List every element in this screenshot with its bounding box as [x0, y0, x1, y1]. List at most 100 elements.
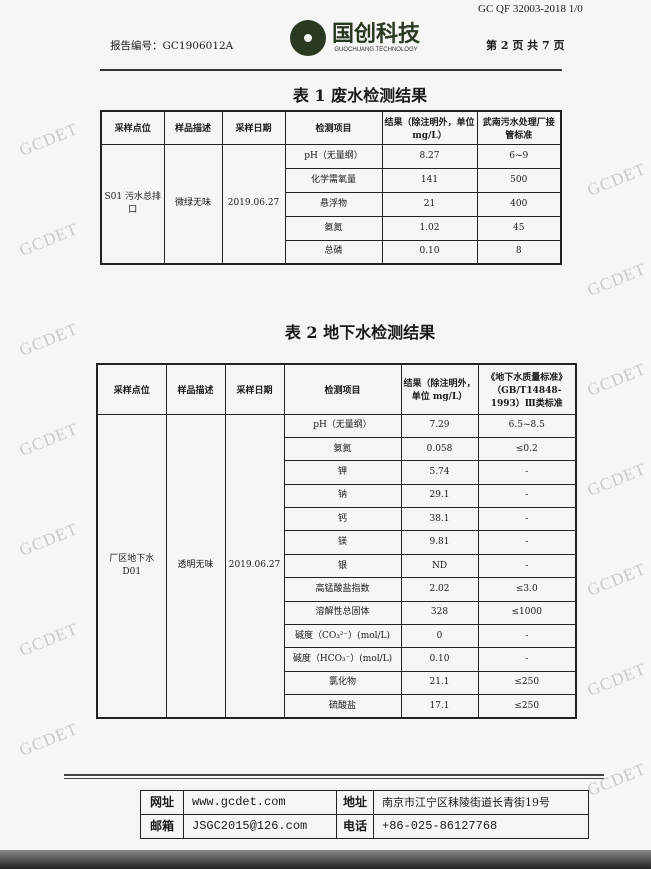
standard-limit: ≤3.0: [477, 577, 577, 602]
table-row: 钾 5.74-: [97, 460, 577, 485]
scan-edge: [0, 850, 651, 869]
test-item: 总磷: [284, 239, 383, 265]
test-item: 碱度（CO₃²⁻）(mol/L): [283, 624, 402, 649]
sample-description: 微绿无味: [163, 143, 223, 265]
email-link[interactable]: JSGC2015@126.com: [183, 814, 337, 839]
test-item: 氨氮: [283, 436, 402, 462]
result-value: 8.27: [381, 143, 478, 169]
groundwater-table: 采样点位 样品描述 采样日期 检测项目 结果（除注明外，单位 mg/L） 《地下…: [96, 363, 577, 720]
header-cell: 采样点位: [96, 363, 167, 415]
sample-site: 厂区地下水 D01: [96, 413, 167, 719]
sample-description: 透明无味: [165, 413, 226, 719]
table-row: 碱度（CO₃²⁻）(mol/L) 0-: [97, 624, 577, 649]
result-value: 17.1: [400, 694, 479, 719]
standard-limit: 45: [476, 215, 562, 241]
test-item: 溶解性总固体: [283, 600, 402, 626]
result-value: 2.02: [400, 577, 479, 602]
header-cell: 武南污水处理厂接管标准: [476, 110, 562, 145]
test-item: pH（无量纲）: [283, 413, 402, 438]
table-row: 溶解性总固体 328 ≤1000: [97, 600, 577, 626]
header-cell: 样品描述: [165, 363, 226, 415]
phone-value: +86-025-86127768: [373, 814, 589, 839]
wastewater-table: 采样点位 样品描述 采样日期 检测项目 结果（除注明外，单位 mg/L） 武南污…: [100, 110, 562, 265]
result-value: 0.058: [400, 436, 479, 462]
result-value: 21.1: [400, 670, 479, 696]
standard-limit: 400: [476, 191, 562, 217]
table-row: 总磷 0.10 8: [101, 239, 562, 265]
sample-date: 2019.06.27: [224, 413, 285, 719]
address-value: 南京市江宁区秣陵街道长青街19号: [373, 790, 589, 815]
watermark: GCDET: [16, 219, 81, 260]
result-value: 5.74: [400, 460, 479, 485]
test-item: 硫酸盐: [283, 694, 402, 719]
result-value: 0: [400, 624, 479, 649]
watermark: GCDET: [584, 759, 649, 800]
header-cell: 结果（除注明外，单位 mg/L）: [381, 110, 478, 145]
standard-limit: -: [477, 530, 577, 555]
header-cell: 结果（除注明外，单位 mg/L）: [400, 363, 479, 415]
result-value: 7.29: [400, 413, 479, 438]
table-row: 硫酸盐 17.1 ≤250: [97, 694, 577, 719]
standard-limit: 500: [476, 167, 562, 193]
test-item: 悬浮物: [284, 191, 383, 217]
web-label: 网址: [140, 790, 184, 815]
result-value: 328: [400, 600, 479, 626]
standard-limit: -: [477, 507, 577, 532]
standard-limit: -: [477, 647, 577, 672]
header-cell: 采样日期: [221, 110, 286, 145]
test-item: pH（无量纲）: [284, 143, 383, 169]
header-divider: [100, 69, 562, 71]
footer-divider: [64, 774, 604, 776]
result-value: 141: [381, 167, 478, 193]
watermark: GCDET: [16, 119, 81, 160]
table-header-row: 采样点位 样品描述 采样日期 检测项目 结果（除注明外，单位 mg/L） 武南污…: [100, 110, 562, 145]
watermark: GCDET: [584, 659, 649, 700]
standard-limit: 6~9: [476, 143, 562, 169]
mail-label: 邮箱: [140, 814, 184, 839]
sample-site: S01 污水总排口: [100, 143, 165, 265]
table2-title: 表 2 地下水检测结果: [284, 323, 436, 342]
standard-limit: ≤1000: [477, 600, 577, 626]
logo-en: GUOCHUANG TECHNOLOGY: [334, 47, 418, 53]
table1-title: 表 1 废水检测结果: [292, 86, 428, 105]
result-value: 0.10: [400, 647, 479, 672]
watermark: GCDET: [584, 359, 649, 400]
standard-limit: -: [477, 624, 577, 649]
watermark: GCDET: [16, 419, 81, 460]
watermark: GCDET: [16, 619, 81, 660]
table-row: 钠 29.1-: [97, 483, 577, 509]
test-item: 钠: [283, 483, 402, 509]
phone-label: 电话: [336, 814, 374, 839]
test-item: 碱度（HCO₃⁻）(mol/L): [283, 647, 402, 672]
watermark: GCDET: [584, 459, 649, 500]
watermark: GCDET: [16, 519, 81, 560]
standard-limit: 6.5~8.5: [477, 413, 577, 438]
standard-limit: ≤250: [477, 694, 577, 719]
form-code: GC QF 32003-2018 1/0: [478, 3, 583, 15]
standard-limit: ≤250: [477, 670, 577, 696]
watermark: GCDET: [584, 159, 649, 200]
table-header-row: 采样点位 样品描述 采样日期 检测项目 结果（除注明外，单位 mg/L） 《地下…: [96, 363, 577, 415]
test-item: 银: [283, 553, 402, 579]
test-item: 化学需氧量: [284, 167, 383, 193]
table-row: 氯化物 21.1 ≤250: [97, 670, 577, 696]
test-item: 钙: [283, 507, 402, 532]
watermark: GCDET: [584, 259, 649, 300]
logo-cn: 国创科技: [332, 22, 421, 47]
header-cell: 样品描述: [163, 110, 223, 145]
watermark: GCDET: [16, 319, 81, 360]
header-cell: 检测项目: [283, 363, 402, 415]
footer-divider: [64, 778, 604, 779]
result-value: 21: [381, 191, 478, 217]
table-row: 氨氮 0.058 ≤0.2: [97, 436, 577, 462]
logo-icon: [290, 20, 326, 56]
company-logo: 国创科技 GUOCHUANG TECHNOLOGY: [290, 20, 420, 56]
result-value: 38.1: [400, 507, 479, 532]
header-cell: 《地下水质量标准》（GB/T14848-1993）Ⅲ类标准: [477, 363, 577, 415]
watermark: GCDET: [16, 719, 81, 760]
report-number: 报告编号：GC1906012A: [110, 40, 234, 52]
header-cell: 采样点位: [100, 110, 165, 145]
standard-limit: 8: [476, 239, 562, 265]
website-link[interactable]: www.gcdet.com: [183, 790, 337, 815]
